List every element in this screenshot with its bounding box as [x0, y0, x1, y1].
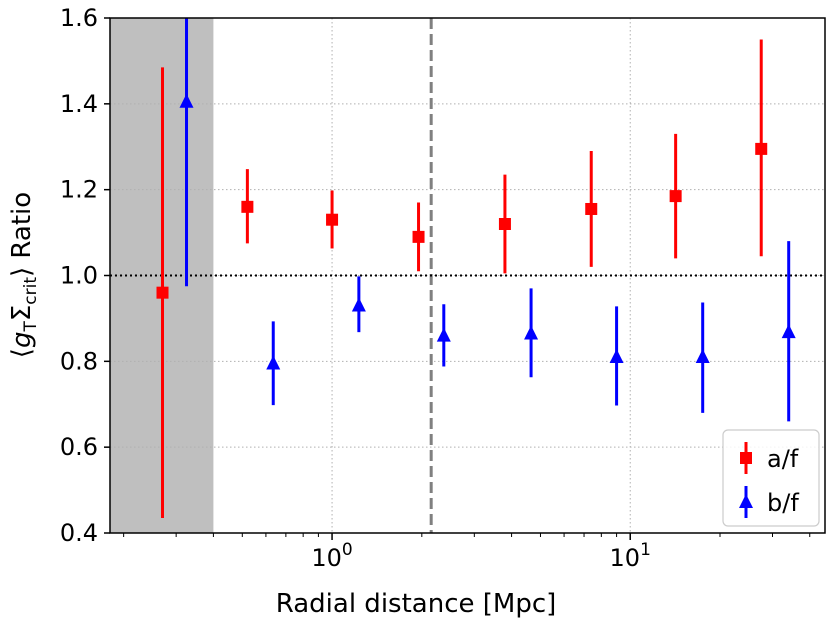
series-1	[156, 39, 768, 518]
data-point	[436, 327, 451, 342]
data-point	[524, 325, 539, 340]
legend-label: a/f	[767, 445, 799, 473]
data-point	[266, 355, 281, 370]
y-label-rest: Ratio	[7, 192, 37, 267]
legend-item-2: b/f	[739, 486, 799, 518]
y-tick-label: 1.0	[60, 262, 98, 290]
y-label-g-subscript: T	[21, 321, 41, 333]
legend-item-1: a/f	[740, 442, 799, 474]
y-tick-label: 1.6	[60, 4, 98, 32]
y-label-close-bracket: ⟩	[7, 267, 37, 277]
data-point	[326, 213, 339, 226]
data-point	[156, 286, 169, 299]
data-point	[755, 142, 768, 155]
data-point	[781, 324, 796, 339]
data-point	[609, 349, 624, 364]
y-tick-label: 0.4	[60, 519, 98, 547]
y-label-sigma-subscript: crit	[21, 277, 41, 305]
legend-marker	[740, 452, 752, 464]
data-point	[179, 93, 194, 108]
x-tick-label: 100	[311, 540, 352, 572]
data-point	[669, 190, 682, 203]
y-tick-label: 1.4	[60, 90, 98, 118]
plot-area	[110, 18, 825, 533]
data-point	[498, 218, 511, 230]
data-point	[412, 230, 425, 243]
y-label-sigma: Σ	[7, 305, 37, 321]
y-label-open-bracket: ⟨	[7, 348, 37, 358]
x-tick-label-base: 10	[311, 544, 342, 572]
x-tick-label-base: 10	[610, 544, 641, 572]
data-point	[695, 349, 710, 364]
y-label-g: g	[7, 332, 37, 349]
data-point	[585, 202, 598, 215]
legend-label: b/f	[767, 489, 799, 517]
y-tick-label: 0.8	[60, 347, 98, 375]
x-tick-label-exponent: 0	[342, 540, 353, 560]
x-tick-label-exponent: 1	[640, 540, 651, 560]
data-point	[351, 297, 366, 312]
data-point	[241, 200, 254, 213]
x-tick-label: 101	[610, 540, 651, 572]
legend-marker	[739, 494, 753, 508]
y-tick-label: 0.6	[60, 433, 98, 461]
legend: a/f b/f	[722, 429, 820, 527]
y-axis-label: ⟨gTΣcrit⟩ Ratio	[7, 192, 41, 358]
y-tick-label: 1.2	[60, 176, 98, 204]
series-2	[179, 18, 796, 422]
x-axis-label: Radial distance [Mpc]	[276, 589, 557, 619]
